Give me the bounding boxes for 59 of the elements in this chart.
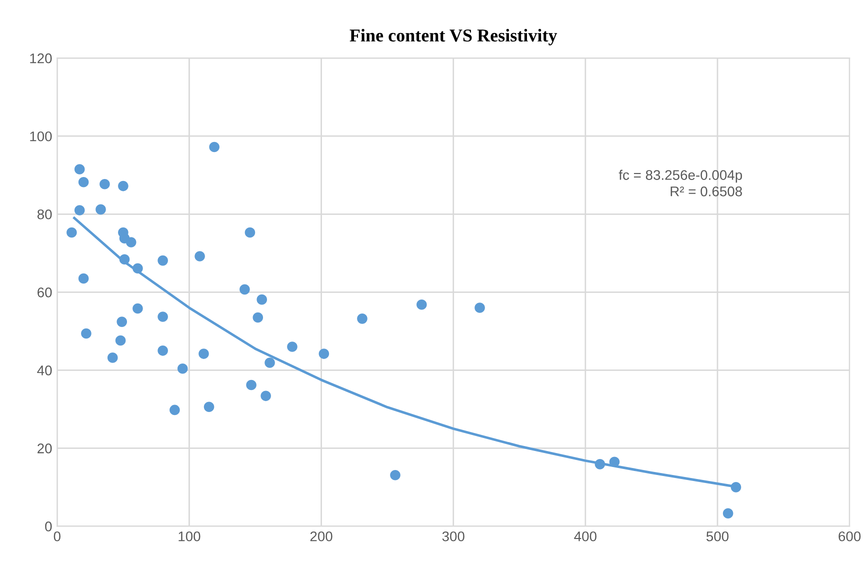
point	[96, 204, 106, 215]
point	[246, 380, 256, 390]
x-tick-label: 200	[310, 531, 332, 542]
point	[119, 254, 130, 265]
point	[244, 227, 256, 238]
point	[194, 251, 205, 262]
point	[132, 263, 143, 274]
y-tick-label: 40	[37, 366, 52, 376]
annotation: R² = 0.6508	[670, 186, 742, 196]
point	[116, 316, 128, 327]
point	[170, 404, 180, 416]
x-tick-label: 100	[178, 531, 200, 542]
point	[318, 348, 330, 359]
point	[390, 470, 400, 480]
point	[240, 284, 250, 295]
y-tick-label: 120	[30, 53, 52, 64]
point	[118, 180, 128, 192]
point	[209, 142, 220, 152]
point	[256, 294, 268, 305]
point	[177, 363, 188, 374]
y-tick-label: 20	[38, 444, 52, 454]
point	[287, 342, 298, 352]
x-tick-label: 500	[706, 531, 729, 542]
x-tick-label: 300	[442, 531, 464, 542]
x-tick-label: 0	[54, 531, 60, 542]
x-tick-label: 600	[838, 531, 861, 542]
point	[132, 303, 143, 314]
y-tick-label: 60	[38, 287, 52, 298]
point	[252, 312, 264, 323]
point	[115, 335, 126, 346]
point	[126, 237, 136, 248]
annotation: fc = 83.256e-0.004p	[618, 170, 742, 183]
point	[66, 227, 77, 238]
point	[730, 482, 742, 492]
point	[158, 255, 168, 266]
point	[264, 358, 275, 368]
point	[74, 205, 85, 216]
point	[78, 273, 89, 284]
point	[609, 456, 620, 467]
point	[594, 459, 606, 470]
point	[81, 328, 92, 339]
y-tick-label: 80	[37, 209, 52, 220]
point	[260, 390, 271, 402]
point	[158, 312, 168, 322]
y-tick-label: 100	[30, 131, 52, 142]
point	[78, 176, 89, 188]
x-tick-label: 400	[574, 531, 596, 542]
chart-title: Fine content VS Resistivity	[350, 28, 558, 46]
point	[416, 299, 427, 310]
point	[158, 346, 168, 356]
point	[474, 302, 485, 313]
point	[204, 402, 214, 412]
point	[722, 508, 734, 518]
y-tick-label: 0	[45, 522, 52, 532]
point	[100, 178, 110, 190]
point	[74, 164, 85, 174]
point	[357, 314, 368, 324]
point	[198, 348, 209, 359]
point	[107, 352, 118, 363]
